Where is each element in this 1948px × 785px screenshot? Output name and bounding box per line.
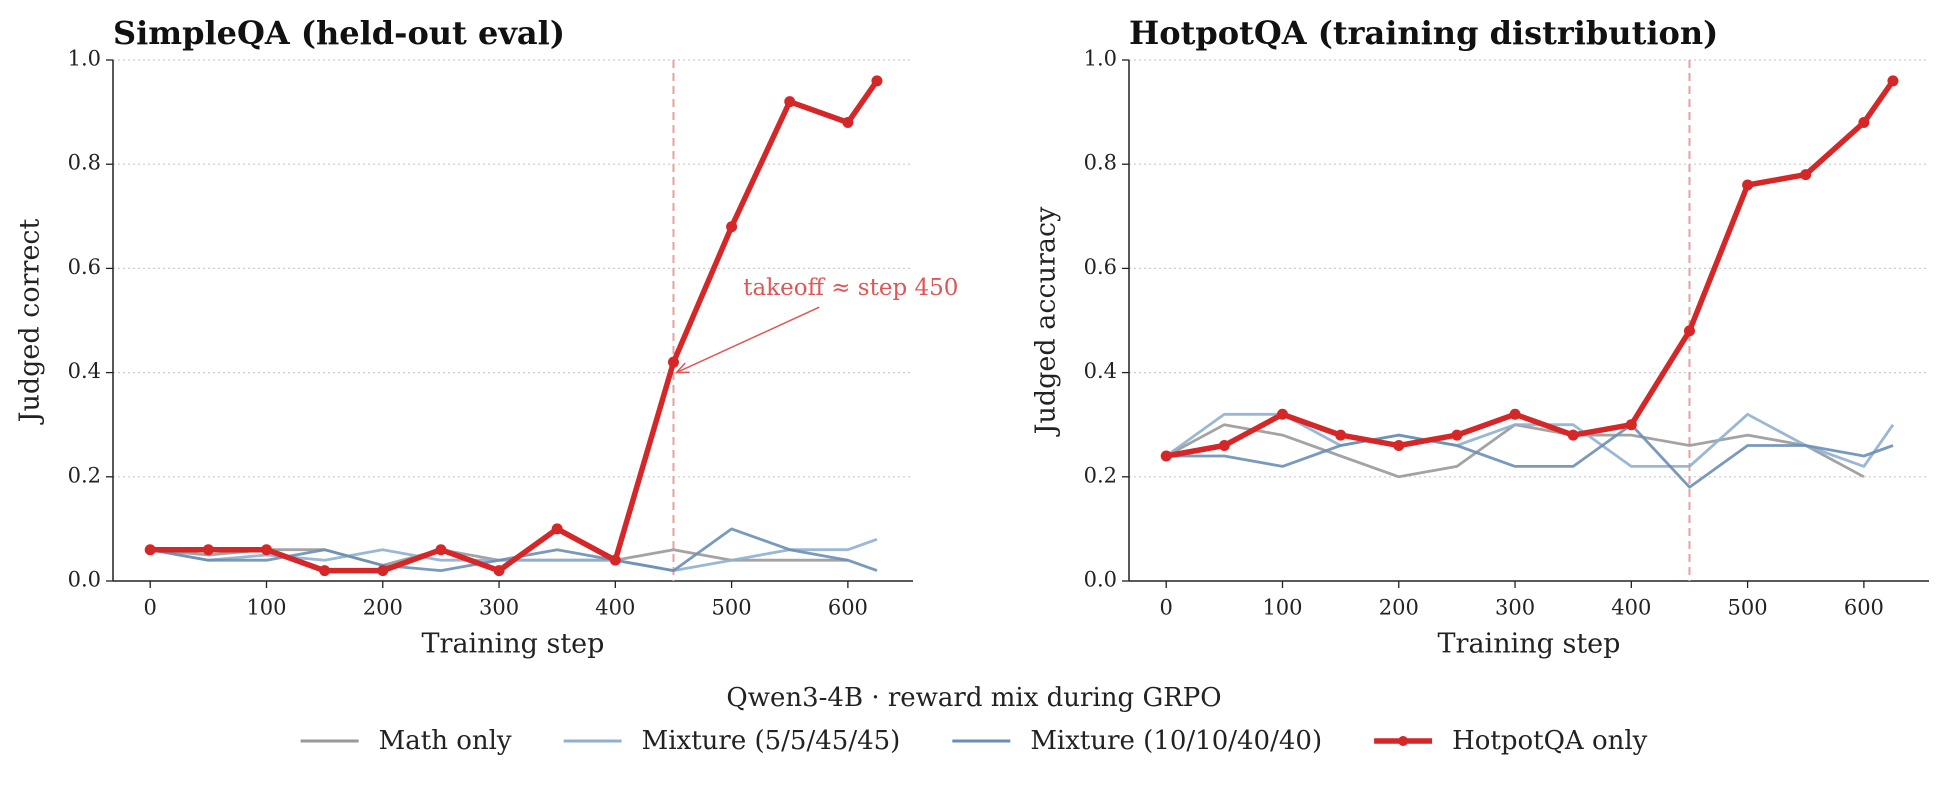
x-tick-label: 600 xyxy=(1844,596,1884,620)
series-line xyxy=(1165,79,1896,459)
series-line xyxy=(1165,423,1865,479)
subplot: SimpleQA (held-out eval) 0.0 0.2 0.4 0.6 0.8 1… xyxy=(15,14,959,660)
data-point xyxy=(1683,325,1695,337)
data-point xyxy=(667,356,679,368)
chart-title: HotpotQA (training distribution) xyxy=(1129,14,1718,52)
data-point xyxy=(260,544,272,556)
arrow-head xyxy=(674,362,690,374)
y-tick-label: 0.8 xyxy=(1084,151,1117,175)
legend-item: HotpotQA only xyxy=(1374,726,1648,756)
y-tick-label: 0.0 xyxy=(1084,568,1117,592)
legend-item: Math only xyxy=(300,726,512,756)
data-point xyxy=(1509,408,1521,420)
data-point xyxy=(1335,429,1347,441)
data-point xyxy=(202,544,214,556)
x-tick-label: 0 xyxy=(144,596,157,620)
data-point xyxy=(377,565,389,577)
x-axis-label: Training step xyxy=(422,629,605,660)
series-line xyxy=(149,537,878,572)
data-point xyxy=(1858,117,1870,129)
data-point xyxy=(551,523,563,535)
subplot: HotpotQA (training distribution) 0.0 0.2 0.… xyxy=(1031,14,1929,660)
legend-label: HotpotQA only xyxy=(1452,726,1648,756)
data-point xyxy=(1218,440,1230,452)
data-point xyxy=(1742,179,1754,191)
series-line xyxy=(149,527,878,572)
data-point xyxy=(726,221,738,233)
legend-item: Mixture (5/5/45/45) xyxy=(563,726,901,756)
y-tick-label: 0.0 xyxy=(68,568,101,592)
x-tick-label: 0 xyxy=(1160,596,1173,620)
y-tick-label: 0.8 xyxy=(68,151,101,175)
y-tick-label: 0.2 xyxy=(68,463,101,487)
series-line xyxy=(150,79,880,574)
legend-item: Mixture (10/10/40/40) xyxy=(952,726,1322,756)
data-point xyxy=(1451,429,1463,441)
annotation-text: takeoff ≈ step 450 xyxy=(743,275,958,301)
data-point xyxy=(435,544,447,556)
x-tick-label: 100 xyxy=(1262,596,1302,620)
data-point xyxy=(842,117,854,129)
x-tick-label: 500 xyxy=(712,596,752,620)
x-tick-label: 100 xyxy=(246,596,286,620)
y-tick-label: 0.4 xyxy=(68,359,101,383)
legend-label: Math only xyxy=(379,726,512,756)
annotation-arrow xyxy=(676,306,820,374)
data-point xyxy=(1393,440,1405,452)
series-line xyxy=(1166,423,1894,489)
legend-label: Mixture (10/10/40/40) xyxy=(1030,726,1322,756)
legend-label: Mixture (5/5/45/45) xyxy=(642,726,901,756)
data-point xyxy=(1160,450,1172,462)
x-tick-label: 600 xyxy=(828,596,868,620)
x-tick-label: 200 xyxy=(1379,596,1419,620)
data-point xyxy=(144,544,156,556)
x-tick-label: 400 xyxy=(595,596,635,620)
data-point xyxy=(1800,169,1812,181)
y-tick-label: 1.0 xyxy=(1084,47,1117,71)
legend: Qwen3-4B · reward mix during GRPO Math on… xyxy=(300,683,1648,756)
x-tick-label: 200 xyxy=(363,596,403,620)
data-point xyxy=(784,96,796,108)
y-tick-label: 0.6 xyxy=(68,255,101,279)
data-point xyxy=(493,565,505,577)
chart-title: SimpleQA (held-out eval) xyxy=(113,14,565,52)
y-tick-label: 0.6 xyxy=(1084,255,1117,279)
y-tick-label: 0.2 xyxy=(1084,463,1117,487)
legend-marker xyxy=(1398,736,1409,746)
x-tick-label: 300 xyxy=(479,596,519,620)
y-tick-label: 1.0 xyxy=(68,47,101,71)
legend-title: Qwen3-4B · reward mix during GRPO xyxy=(726,683,1221,713)
y-axis-label: Judged accuracy xyxy=(1031,206,1062,437)
y-tick-label: 0.4 xyxy=(1084,359,1117,383)
x-tick-label: 400 xyxy=(1611,596,1651,620)
x-tick-label: 300 xyxy=(1495,596,1535,620)
data-point xyxy=(319,565,331,577)
x-axis-label: Training step xyxy=(1438,629,1621,660)
data-point xyxy=(1567,429,1579,441)
data-point xyxy=(1887,75,1899,87)
data-point xyxy=(609,554,621,566)
data-point xyxy=(1625,419,1637,431)
data-point xyxy=(1276,408,1288,420)
x-tick-label: 500 xyxy=(1728,596,1768,620)
data-point xyxy=(871,75,883,87)
y-axis-label: Judged correct xyxy=(15,218,46,425)
